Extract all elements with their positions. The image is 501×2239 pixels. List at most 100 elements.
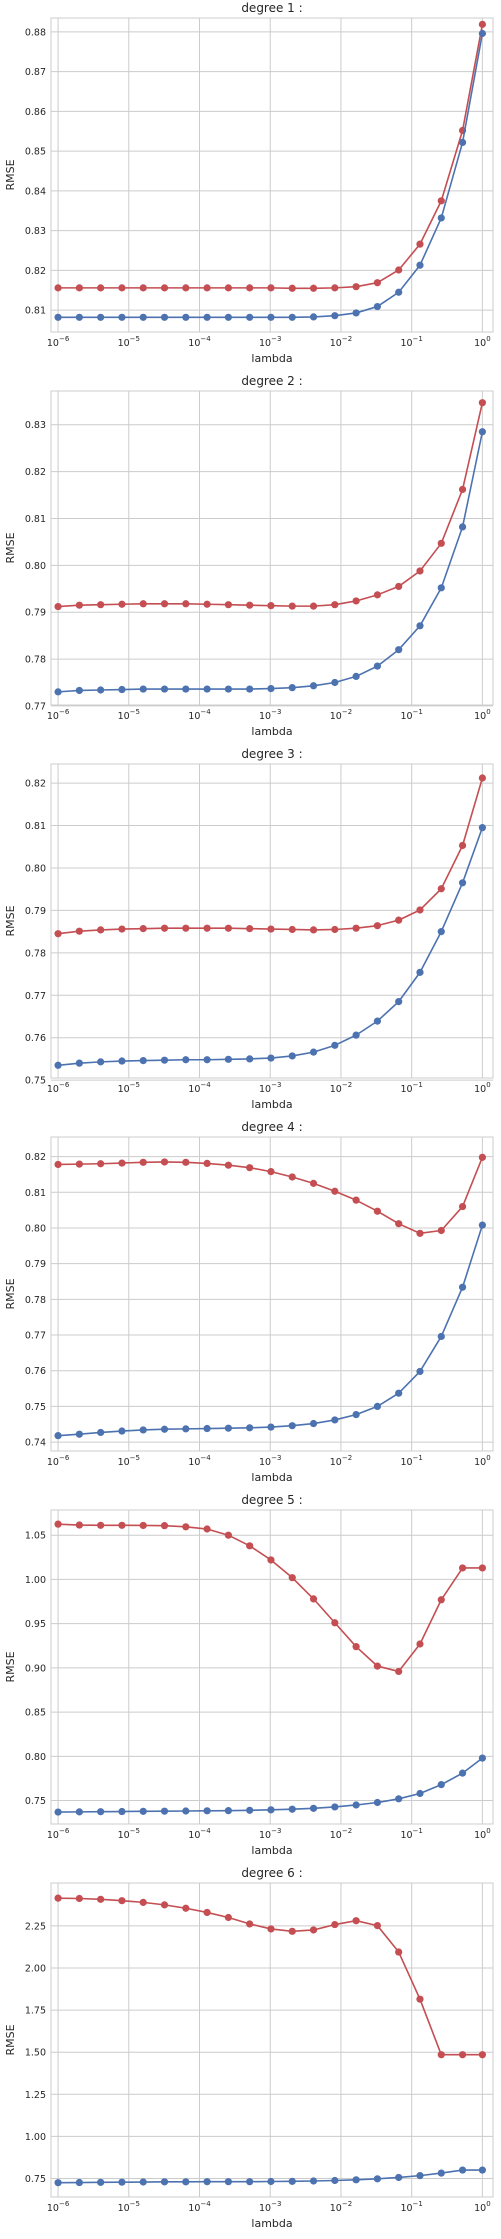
data-point (352, 1196, 360, 1204)
data-point (331, 1619, 339, 1627)
data-point (118, 1427, 126, 1435)
data-point (458, 1283, 467, 1291)
data-point (267, 1806, 275, 1814)
data-point (288, 1574, 296, 1582)
x-tick-label: 10−4 (188, 1454, 211, 1468)
data-point (352, 2176, 360, 2184)
data-point (416, 2172, 424, 2180)
y-axis-label: RMSE (4, 532, 17, 563)
data-point (118, 685, 126, 694)
data-point (118, 313, 126, 321)
data-point (203, 313, 211, 321)
data-point (246, 1806, 254, 1814)
data-point (118, 1159, 126, 1167)
chart-title: degree 5 : (241, 1493, 302, 1507)
y-tick-label: 0.77 (25, 701, 46, 712)
data-point (395, 1220, 403, 1228)
data-point (224, 685, 232, 693)
data-point (458, 485, 467, 494)
x-tick-label: 10−5 (118, 1081, 140, 1095)
data-point (373, 1017, 382, 1025)
data-point (160, 600, 169, 608)
x-tick-label: 10−4 (188, 2200, 211, 2214)
data-point (309, 1926, 318, 1934)
data-point (331, 1187, 339, 1195)
data-point (478, 399, 486, 407)
data-point (139, 1898, 147, 1906)
chart-title: degree 3 : (241, 747, 302, 761)
x-tick-label: 10−6 (47, 1454, 70, 1468)
series-blue (54, 824, 486, 1069)
data-point (139, 1521, 147, 1530)
data-point (246, 313, 254, 321)
y-tick-label: 0.75 (25, 1796, 46, 1807)
data-point (373, 1662, 382, 1670)
data-point (331, 925, 339, 934)
data-point (395, 916, 403, 924)
data-point (54, 1160, 62, 1169)
data-point (203, 924, 211, 932)
data-point (373, 2175, 382, 2183)
data-point (224, 1055, 232, 1063)
x-tick-label: 100 (474, 1454, 491, 1468)
data-point (331, 678, 339, 687)
chart-panel-6: degree 6 : 10−6 10−5 10−4 10−3 10−2 10−1 100 0.7… (4, 1866, 494, 2230)
data-point (97, 686, 105, 694)
y-tick-label: 0.80 (25, 1752, 46, 1763)
chart-panel-1: degree 1 : 10−6 10−5 10−4 10−3 10−2 10−1 100 0.8… (4, 1, 494, 365)
y-tick-label: 0.85 (25, 147, 46, 158)
data-point (395, 1667, 403, 1676)
data-point (139, 313, 147, 321)
y-tick-label: 0.81 (25, 514, 46, 525)
data-point (309, 602, 318, 610)
data-point (75, 1894, 83, 1903)
data-point (118, 1807, 126, 1816)
x-axis-label: lambda (251, 725, 292, 738)
data-point (203, 1159, 211, 1168)
chart-panel-4: degree 4 : 10−6 10−5 10−4 10−3 10−2 10−1 100 0.7… (4, 1120, 494, 1484)
data-point (309, 1419, 318, 1428)
y-tick-label: 0.86 (25, 107, 46, 118)
data-point (437, 1781, 445, 1789)
data-point (458, 1564, 467, 1572)
data-point (267, 1925, 275, 1933)
data-point (118, 284, 126, 292)
data-point (288, 284, 296, 292)
data-point (416, 1229, 424, 1237)
data-point (224, 284, 232, 292)
data-point (478, 1153, 486, 1161)
data-point (437, 539, 445, 547)
y-tick-label: 0.82 (25, 467, 46, 478)
data-point (54, 313, 62, 321)
data-point (331, 1803, 339, 1811)
data-point (288, 313, 296, 321)
data-point (373, 279, 382, 287)
plot-area (50, 1509, 494, 1825)
data-point (75, 1430, 83, 1438)
data-point (331, 284, 339, 292)
data-point (182, 924, 190, 932)
y-tick-label: 0.78 (25, 948, 46, 959)
data-point (139, 284, 147, 292)
data-point (331, 1416, 339, 1424)
y-tick-label: 0.76 (25, 1033, 46, 1044)
data-point (267, 602, 275, 610)
data-point (352, 1411, 360, 1419)
data-point (437, 197, 445, 205)
data-point (288, 684, 296, 692)
y-tick-label: 1.50 (25, 2048, 46, 2059)
data-point (395, 1795, 403, 1803)
data-point (478, 774, 486, 782)
data-point (309, 2177, 318, 2185)
data-point (478, 1754, 486, 1762)
data-point (97, 313, 105, 321)
data-point (246, 1424, 254, 1432)
data-point (97, 1428, 105, 1437)
series-red (54, 1894, 486, 2059)
data-point (160, 924, 169, 932)
data-point (352, 672, 360, 681)
data-point (352, 1801, 360, 1809)
data-point (97, 284, 105, 292)
x-tick-label: 10−3 (259, 1081, 281, 1095)
x-tick-label: 10−4 (188, 708, 211, 722)
